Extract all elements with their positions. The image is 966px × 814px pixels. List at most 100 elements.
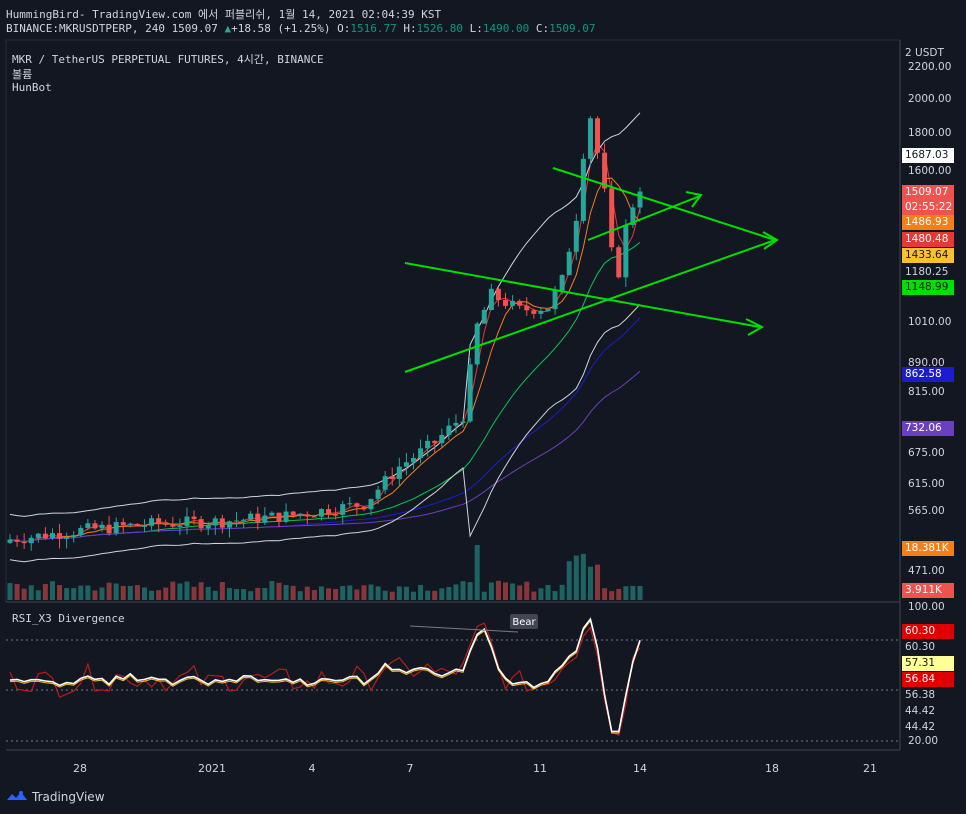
- candle-body: [630, 207, 636, 225]
- volume-bar: [595, 564, 601, 600]
- volume-label[interactable]: 볼륨: [12, 68, 33, 81]
- candle-body: [446, 425, 452, 435]
- candle-body: [587, 118, 593, 159]
- volume-bar: [439, 588, 445, 600]
- price-badge: 732.06: [902, 420, 954, 436]
- volume-bar: [184, 581, 190, 600]
- open-value: 1516.77: [350, 22, 397, 35]
- moving-average-line: [9, 177, 641, 543]
- price-tick-label: 565.00: [908, 505, 945, 518]
- candle-body: [283, 511, 289, 522]
- bollinger-band-line: [9, 112, 641, 517]
- candle-body: [503, 300, 509, 306]
- candle-body: [510, 300, 516, 306]
- trendline: [404, 262, 761, 328]
- candle-body: [241, 519, 247, 521]
- volume-bar: [205, 586, 211, 600]
- candle-body: [127, 523, 133, 526]
- volume-bar: [333, 589, 339, 600]
- candle-body: [481, 309, 487, 324]
- candle-body: [545, 309, 551, 311]
- candle-body: [623, 224, 629, 278]
- volume-bar: [149, 590, 155, 600]
- candle-body: [368, 498, 374, 510]
- candle-body: [297, 514, 303, 516]
- arrow-head-icon: [745, 318, 765, 336]
- candle-body: [318, 509, 324, 517]
- time-tick-label: 28: [73, 762, 87, 775]
- candle-body: [269, 512, 275, 516]
- time-tick-label: 2021: [198, 762, 226, 775]
- candle-body: [163, 523, 169, 525]
- volume-bar: [14, 583, 20, 600]
- volume-bar: [425, 590, 431, 600]
- price-tick-label: 675.00: [908, 447, 945, 460]
- candle-body: [191, 516, 197, 520]
- footer-brand: TradingView: [32, 790, 105, 804]
- candle-body: [42, 533, 48, 539]
- candle-body: [538, 310, 544, 314]
- volume-bar: [177, 583, 183, 600]
- volume-bar: [467, 582, 473, 600]
- volume-bar: [488, 582, 494, 600]
- candle-body: [616, 247, 622, 278]
- volume-bar: [580, 553, 586, 600]
- time-tick-label: 18: [765, 762, 779, 775]
- rsi-level-badge: 56.84: [902, 672, 954, 687]
- candle-body: [439, 434, 445, 444]
- candle-body: [410, 457, 416, 463]
- price-badge: 862.58: [902, 367, 954, 383]
- volume-bar: [432, 590, 438, 600]
- candle-body: [333, 514, 339, 516]
- volume-bar: [375, 586, 381, 600]
- candle-body: [403, 462, 409, 467]
- rsi-label[interactable]: RSI_X3 Divergence: [12, 612, 125, 625]
- time-tick-label: 21: [863, 762, 877, 775]
- candle-body: [14, 539, 20, 542]
- footer[interactable]: TradingView: [6, 790, 105, 804]
- candle-body: [290, 511, 296, 516]
- candle-body: [141, 525, 147, 527]
- candle-body: [609, 188, 615, 248]
- volume-bar: [566, 561, 572, 600]
- candle-body: [354, 503, 360, 507]
- volume-bar: [389, 591, 395, 600]
- indicator-label[interactable]: HunBot: [12, 81, 52, 94]
- candle-body: [7, 539, 13, 543]
- arrow-head-icon: [685, 191, 703, 208]
- volume-bar: [474, 545, 480, 600]
- price-badge: 1486.93: [902, 214, 954, 230]
- candle-body: [396, 466, 402, 480]
- volume-bar: [99, 587, 105, 600]
- volume-bar: [170, 581, 176, 600]
- divergence-line: [409, 625, 519, 633]
- volume-bar: [637, 585, 643, 600]
- candle-body: [418, 448, 424, 458]
- price-tick-label: 815.00: [908, 385, 945, 398]
- price-tick-label: 1010.00: [908, 315, 952, 328]
- high-value: 1526.80: [416, 22, 463, 35]
- volume-bar: [326, 588, 332, 600]
- tradingview-logo-icon: [7, 791, 27, 800]
- price-tick-label: 471.00: [908, 564, 945, 577]
- close-value: 1509.07: [549, 22, 596, 35]
- volume-bar: [630, 585, 636, 600]
- volume-bar: [290, 585, 296, 600]
- candle-body: [474, 323, 480, 365]
- rsi-level-badge: 60.30: [902, 640, 954, 655]
- volume-bar: [460, 581, 466, 600]
- volume-bar: [340, 586, 346, 600]
- low-value: 1490.00: [482, 22, 530, 35]
- arrow-head-icon: [762, 231, 779, 250]
- volume-bar: [141, 587, 147, 600]
- volume-bar: [92, 590, 98, 600]
- price-badge: 1687.03: [902, 148, 954, 164]
- volume-bar: [524, 581, 530, 600]
- volume-bar: [531, 591, 537, 600]
- open-label: O:: [337, 22, 351, 35]
- candle-body: [432, 440, 438, 444]
- candle-body: [425, 440, 431, 449]
- candle-body: [382, 476, 388, 490]
- candle-body: [78, 527, 84, 536]
